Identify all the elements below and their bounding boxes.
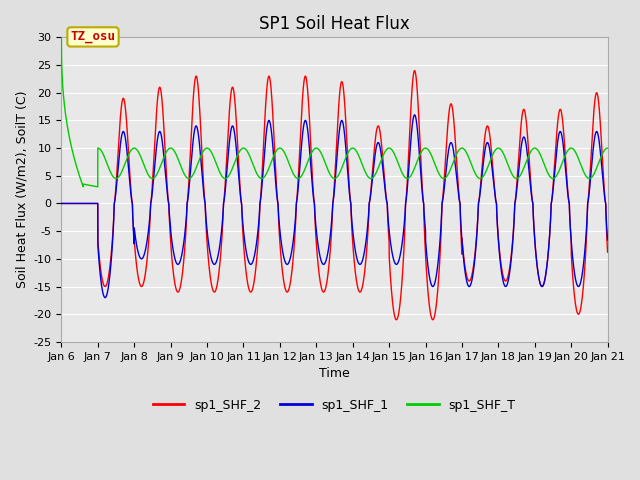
sp1_SHF_1: [604, 237, 611, 243]
sp1_SHF_2: [429, 317, 436, 323]
Title: SP1 Soil Heat Flux: SP1 Soil Heat Flux: [259, 15, 410, 33]
sp1_SHF_2: [604, 249, 611, 255]
sp1_SHF_T: [604, 145, 611, 151]
sp1_SHF_1: [457, 219, 465, 225]
sp1_SHF_2: [457, 226, 465, 232]
sp1_SHF_2: [58, 201, 65, 206]
sp1_SHF_T: [58, 35, 65, 40]
Line: sp1_SHF_1: sp1_SHF_1: [61, 115, 607, 298]
sp1_SHF_T: [574, 155, 582, 160]
sp1_SHF_2: [243, 276, 251, 282]
sp1_SHF_T: [457, 145, 465, 151]
sp1_SHF_1: [243, 253, 251, 259]
Legend: sp1_SHF_2, sp1_SHF_1, sp1_SHF_T: sp1_SHF_2, sp1_SHF_1, sp1_SHF_T: [148, 394, 521, 417]
sp1_SHF_2: [316, 276, 324, 282]
sp1_SHF_2: [574, 311, 582, 317]
sp1_SHF_T: [94, 184, 102, 190]
sp1_SHF_1: [581, 249, 589, 255]
Line: sp1_SHF_2: sp1_SHF_2: [61, 71, 607, 320]
sp1_SHF_1: [58, 201, 65, 206]
sp1_SHF_2: [411, 68, 419, 73]
Line: sp1_SHF_T: sp1_SHF_T: [61, 37, 607, 187]
sp1_SHF_T: [316, 148, 324, 154]
X-axis label: Time: Time: [319, 367, 350, 380]
Text: TZ_osu: TZ_osu: [70, 30, 115, 43]
sp1_SHF_1: [316, 253, 324, 259]
sp1_SHF_2: [472, 239, 480, 244]
sp1_SHF_1: [472, 241, 480, 247]
sp1_SHF_1: [411, 112, 419, 118]
sp1_SHF_2: [581, 265, 589, 271]
sp1_SHF_1: [101, 295, 109, 300]
Y-axis label: Soil Heat Flux (W/m2), SoilT (C): Soil Heat Flux (W/m2), SoilT (C): [15, 91, 28, 288]
sp1_SHF_T: [581, 171, 589, 177]
sp1_SHF_T: [243, 148, 251, 154]
sp1_SHF_1: [574, 284, 582, 289]
sp1_SHF_T: [472, 172, 480, 178]
